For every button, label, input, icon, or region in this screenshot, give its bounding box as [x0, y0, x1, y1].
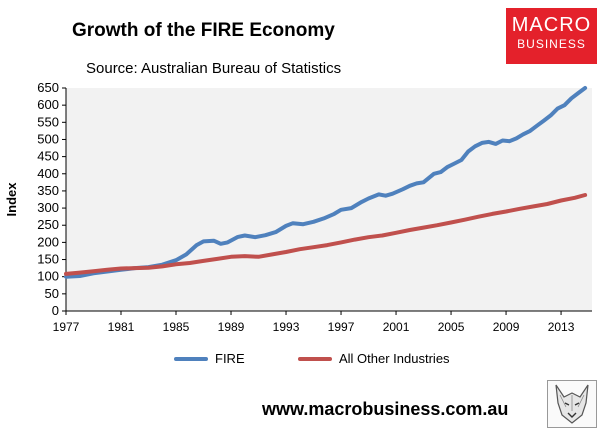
y-tick-label: 600 [37, 97, 59, 112]
x-tick-label: 1989 [218, 320, 245, 334]
legend-label-fire: FIRE [215, 351, 245, 366]
x-tick-label: 1985 [163, 320, 190, 334]
plot-area [66, 88, 592, 311]
y-tick-label: 250 [37, 217, 59, 232]
y-tick-label: 200 [37, 234, 59, 249]
y-tick-label: 50 [45, 286, 59, 301]
y-axis: 0 50 100 150 200 250 300 350 400 450 500 550 600 650 [37, 80, 67, 318]
x-tick-label: 2001 [383, 320, 410, 334]
y-tick-label: 450 [37, 149, 59, 164]
series-line-other-industries [64, 193, 588, 276]
legend-swatch-other [298, 356, 332, 361]
y-tick-label: 150 [37, 252, 59, 267]
x-tick-label: 1993 [273, 320, 300, 334]
chart-title: Growth of the FIRE Economy [72, 20, 335, 41]
x-tick-label: 1997 [328, 320, 355, 334]
y-tick-label: 500 [37, 131, 59, 146]
y-tick-label: 400 [37, 166, 59, 181]
y-axis-label: Index [4, 182, 19, 217]
y-tick-label: 300 [37, 200, 59, 215]
legend-item-other: All Other Industries [298, 351, 450, 366]
chart-subtitle: Source: Australian Bureau of Statistics [86, 60, 342, 77]
brand-logo: MACRO BUSINESS [506, 8, 597, 64]
x-tick-label: 1977 [53, 320, 80, 334]
y-tick-label: 350 [37, 183, 59, 198]
website-url: www.macrobusiness.com.au [262, 399, 509, 419]
wolf-head-icon [547, 380, 597, 428]
legend-item-fire: FIRE [174, 351, 245, 366]
y-tick-label: 0 [52, 303, 59, 318]
x-tick-label: 2013 [548, 320, 575, 334]
x-tick-label: 1981 [108, 320, 135, 334]
series-layer [64, 86, 588, 279]
legend-label-other: All Other Industries [339, 351, 450, 366]
x-tick-label: 2005 [438, 320, 465, 334]
y-tick-label: 650 [37, 80, 59, 95]
legend-swatch-fire [174, 356, 208, 361]
x-tick-label: 2009 [493, 320, 520, 334]
brand-line2: BUSINESS [517, 37, 586, 51]
y-tick-label: 550 [37, 114, 59, 129]
y-tick-label: 100 [37, 269, 59, 284]
series-line-fire [64, 86, 588, 279]
brand-line1: MACRO [511, 14, 592, 36]
x-axis: 1977 1981 1985 1989 1993 1997 2001 2005 2009 2013 [53, 310, 592, 334]
